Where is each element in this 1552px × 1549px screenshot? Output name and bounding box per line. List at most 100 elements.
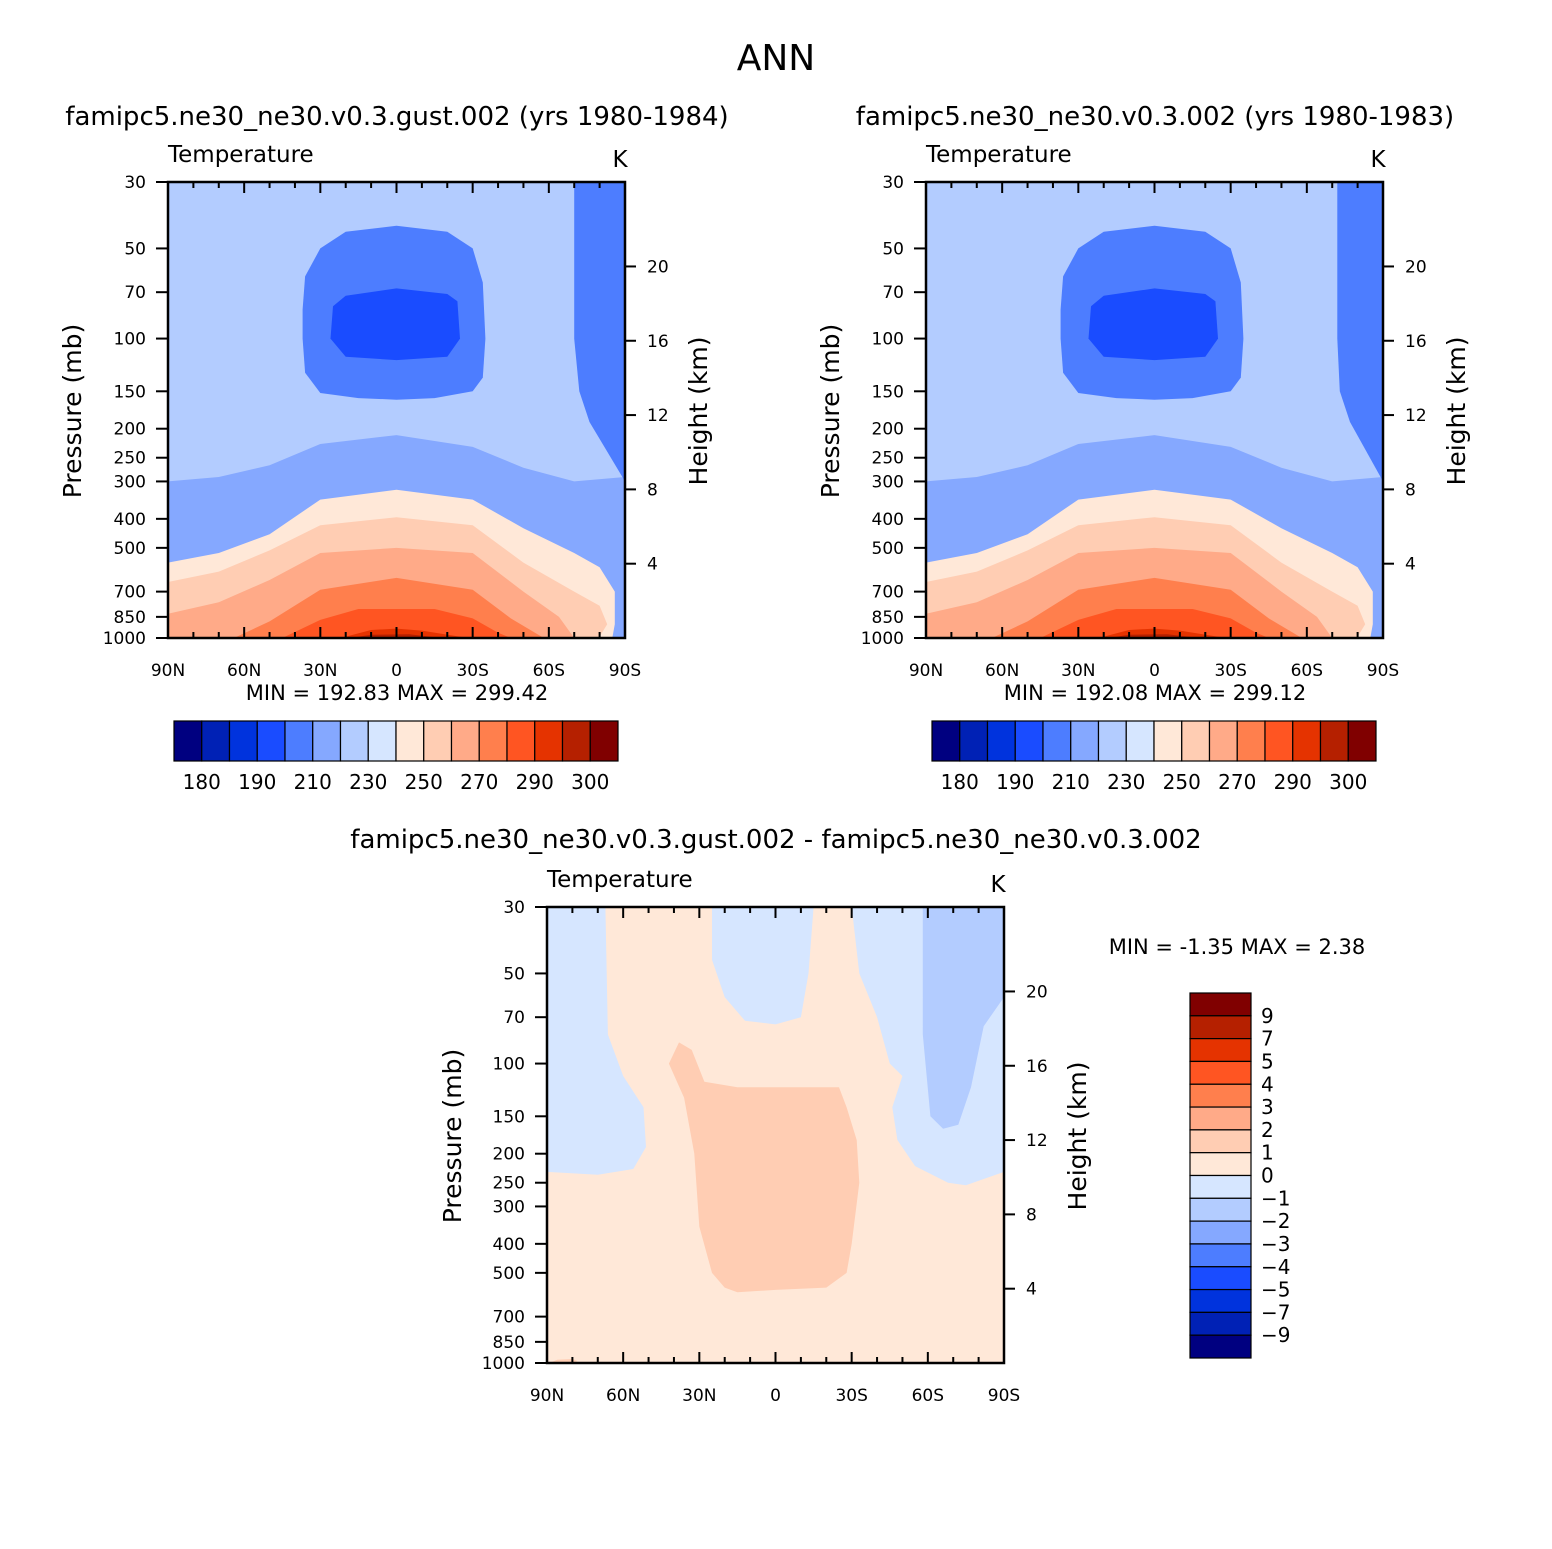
colorbar-tick-label: 3 [1261,1095,1274,1119]
x-tick-label: 0 [770,1386,781,1406]
colorbar-swatch [1189,1197,1252,1222]
colorbar-tick-label: 190 [996,770,1034,794]
y-tick-label: 150 [872,382,904,402]
panel-title: famipc5.ne30_ne30.v0.3.002 (yrs 1980-198… [856,102,1454,132]
colorbar-swatch [1070,720,1100,762]
colorbar-tick-label: 230 [349,770,387,794]
colorbar-tick-label: 9 [1261,1004,1274,1028]
colorbar-tick-label: 2 [1261,1118,1274,1142]
colorbar-swatch [589,720,619,762]
right-axis-label: Height (km) [684,337,713,486]
x-tick-label: 30S [835,1386,867,1406]
colorbar-tick-label: 190 [238,770,276,794]
colorbar-swatch [1347,720,1377,762]
colorbar-tick-label: 300 [571,770,609,794]
x-tick-label: 30S [1214,661,1246,681]
y-tick-label: 200 [114,420,146,440]
colorbar-tick-label: 210 [294,770,332,794]
height-tick-label: 20 [647,257,669,277]
y-tick-label: 400 [872,510,904,530]
x-tick-label: 60S [533,661,565,681]
contour-band [282,609,511,638]
colorbar: 180 190 210 230 250 270 290 300 [173,720,619,794]
colorbar-swatch [256,720,286,762]
y-tick-label: 70 [124,283,146,303]
colorbar-swatch [1264,720,1294,762]
y-tick-label: 30 [124,173,146,193]
colorbar-tick-label: 210 [1052,770,1090,794]
height-tick-label: 4 [1405,555,1416,575]
colorbar-swatch [1042,720,1072,762]
y-tick-label: 250 [872,449,904,469]
colorbar-tick-label: 250 [405,770,443,794]
colorbar-tick-label: −9 [1261,1323,1290,1347]
colorbar-tick-label: −5 [1261,1278,1290,1302]
panel-title: famipc5.ne30_ne30.v0.3.gust.002 - famipc… [350,825,1201,855]
colorbar-tick-label: 0 [1261,1164,1274,1188]
x-tick-label: 60N [227,661,261,681]
x-tick-label: 90S [609,661,641,681]
colorbar: 180 190 210 230 250 270 290 300 [931,720,1377,794]
variable-label: Temperature [546,867,693,893]
colorbar-swatch [339,720,369,762]
colorbar-swatch [201,720,231,762]
variable-label: Temperature [167,142,314,168]
colorbar-tick-label: −2 [1261,1209,1290,1233]
height-tick-label: 20 [1405,257,1427,277]
colorbar-tick-label: 270 [460,770,498,794]
colorbar-swatch [423,720,453,762]
y-tick-label: 30 [882,173,904,193]
x-tick-label: 90N [530,1386,564,1406]
colorbar-tick-label: 250 [1163,770,1201,794]
colorbar-tick-label: 270 [1218,770,1256,794]
y-axis-label: Pressure (mb) [816,324,845,498]
colorbar-tick-label: −4 [1261,1255,1290,1279]
y-tick-label: 850 [114,608,146,628]
x-tick-label: 90N [151,661,185,681]
colorbar-swatch [450,720,480,762]
units-label: K [612,147,628,173]
contour-band [330,288,460,361]
colorbar-swatch [534,720,564,762]
colorbar-swatch [284,720,314,762]
panel-title: famipc5.ne30_ne30.v0.3.gust.002 (yrs 198… [65,102,728,132]
contour-band [668,1042,860,1293]
min-max-text: MIN = -1.35 MAX = 2.38 [1109,935,1366,959]
contour-band [1337,182,1383,482]
colorbar-swatch [1189,1015,1252,1040]
y-tick-label: 50 [124,239,146,259]
y-tick-label: 70 [503,1008,525,1028]
contour-band [1088,288,1218,361]
colorbar-tick-label: −3 [1261,1232,1290,1256]
colorbar-swatch [1153,720,1183,762]
colorbar-swatch [173,720,203,762]
colorbar-swatch [1189,1174,1252,1199]
y-tick-label: 200 [872,420,904,440]
height-tick-label: 16 [647,332,669,352]
height-tick-label: 12 [647,406,669,426]
colorbar-swatch [367,720,397,762]
height-tick-label: 4 [1026,1280,1037,1300]
y-tick-label: 50 [503,964,525,984]
contour-band [547,907,646,1175]
x-tick-label: 0 [1149,661,1160,681]
colorbar-swatch [506,720,536,762]
colorbar-swatch [986,720,1016,762]
x-tick-label: 90N [909,661,943,681]
height-tick-label: 8 [647,480,658,500]
colorbar-swatch [228,720,258,762]
colorbar-swatch [1189,1060,1252,1085]
x-tick-label: 60N [985,661,1019,681]
min-max-text: MIN = 192.08 MAX = 299.12 [1004,681,1306,705]
y-tick-label: 150 [493,1107,525,1127]
colorbar-swatch [1189,1266,1252,1291]
figure-title: ANN [737,38,816,79]
y-tick-label: 700 [872,583,904,603]
y-tick-label: 100 [493,1055,525,1075]
colorbar-swatch [478,720,508,762]
colorbar-swatch [1189,1288,1252,1313]
panel-difference: famipc5.ne30_ne30.v0.3.gust.002 - famipc… [350,825,1365,1406]
colorbar-swatch [1189,1311,1252,1336]
x-tick-label: 30N [1061,661,1095,681]
